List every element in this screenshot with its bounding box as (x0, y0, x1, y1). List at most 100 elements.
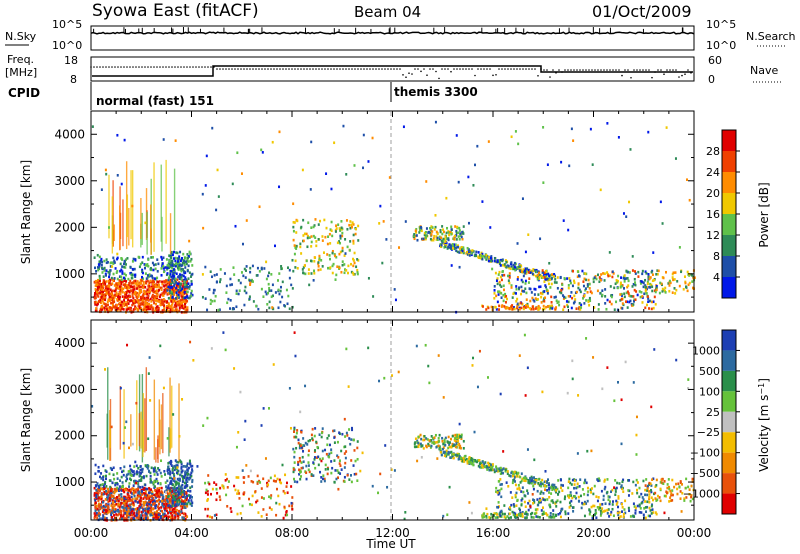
scatter-cell (584, 272, 587, 275)
scatter-cell (321, 427, 324, 430)
scatter-cell (468, 254, 471, 257)
scatter-cell (146, 494, 149, 498)
scatter-cell (129, 477, 132, 481)
nave-dot (453, 68, 455, 70)
scatter-cell (346, 271, 349, 275)
scatter-cell (311, 437, 314, 440)
scatter-cell (437, 437, 440, 440)
scatter-cell (123, 279, 126, 283)
scatter-cell (95, 307, 98, 310)
scatter-cell (176, 512, 179, 516)
nave-dot (378, 68, 380, 70)
scatter-cell (636, 293, 639, 297)
scatter-cell (217, 195, 220, 198)
scatter-cell (350, 459, 353, 462)
scatter-cell (491, 259, 494, 263)
scatter-cell (307, 461, 310, 464)
scatter-cell (298, 456, 301, 460)
scatter-cell (619, 299, 622, 302)
scatter-cell (103, 259, 106, 263)
scatter-cell (101, 284, 104, 288)
scatter-streak (155, 447, 157, 463)
scatter-cell (146, 288, 149, 291)
scatter-cell (460, 435, 463, 439)
scatter-cell (536, 273, 539, 277)
nave-dot (192, 66, 194, 68)
nave-dot (237, 68, 239, 70)
scatter-cell (577, 282, 580, 285)
scatter-cell (468, 249, 471, 253)
scatter-cell (553, 281, 556, 284)
scatter-cell (516, 297, 519, 301)
scatter-cell (108, 496, 111, 500)
scatter-cell (583, 302, 586, 305)
scatter-cell (292, 202, 295, 206)
scatter-cell (168, 305, 171, 308)
scatter-cell (444, 244, 447, 247)
scatter-cell (620, 292, 623, 296)
scatter-cell (138, 290, 141, 293)
nave-dot (306, 68, 308, 70)
scatter-cell (147, 510, 150, 513)
scatter-cell (172, 274, 175, 277)
scatter-cell (516, 242, 519, 245)
scatter-cell (97, 281, 100, 285)
scatter-cell (134, 258, 137, 262)
scatter-cell (94, 472, 97, 476)
nave-dot (231, 68, 233, 70)
scatter-cell (287, 294, 290, 298)
scatter-cell (133, 288, 136, 291)
scatter-cell (173, 275, 176, 278)
scatter-cell (297, 441, 300, 445)
scatter-cell (182, 296, 185, 300)
scatter-cell (532, 268, 535, 271)
nave-dot (180, 66, 182, 68)
scatter-cell (111, 278, 114, 282)
scatter-cell (251, 264, 254, 268)
nsky-trace (90, 31, 695, 35)
scatter-cell (343, 475, 346, 479)
scatter-streak (119, 205, 121, 251)
scatter-cell (634, 270, 637, 273)
scatter-cell (262, 295, 265, 299)
scatter-cell (317, 455, 320, 459)
scatter-cell (293, 244, 296, 247)
scatter-cell (527, 271, 530, 274)
scatter-cell (267, 479, 270, 483)
scatter-cell (498, 304, 501, 308)
scatter-cell (143, 501, 146, 505)
scatter-cell (172, 268, 175, 271)
scatter-cell (418, 231, 421, 234)
scatter-cell (99, 503, 102, 507)
scatter-cell (678, 246, 681, 249)
scatter-cell (532, 307, 535, 311)
nave-dot (684, 73, 686, 75)
scatter-cell (160, 506, 163, 509)
scatter-cell (135, 295, 138, 299)
scatter-cell (127, 472, 130, 476)
scatter-cell (155, 470, 158, 474)
scatter-cell (108, 305, 111, 309)
scatter-cell (153, 469, 156, 473)
scatter-cell (260, 487, 263, 490)
scatter-cell (293, 221, 296, 224)
scatter-cell (161, 292, 164, 295)
scatter-cell (152, 290, 155, 294)
scatter-cell (169, 282, 172, 286)
scatter-cell (528, 277, 531, 280)
scatter-cell (127, 307, 130, 311)
scatter-cell (99, 488, 102, 491)
scatter-cell (541, 271, 544, 274)
scatter-cell (268, 271, 271, 275)
scatter-cell (277, 288, 280, 292)
scatter-cell (154, 267, 157, 271)
scatter-cell (331, 249, 334, 253)
scatter-cell (629, 299, 632, 303)
scatter-cell (656, 269, 659, 272)
scatter-cell (444, 245, 447, 249)
nave-dot (387, 68, 389, 70)
scatter-cell (172, 290, 175, 293)
nsky-tick-bottom: 10^0 (52, 39, 82, 52)
scatter-cell (272, 479, 275, 483)
scatter-cell (441, 436, 444, 440)
